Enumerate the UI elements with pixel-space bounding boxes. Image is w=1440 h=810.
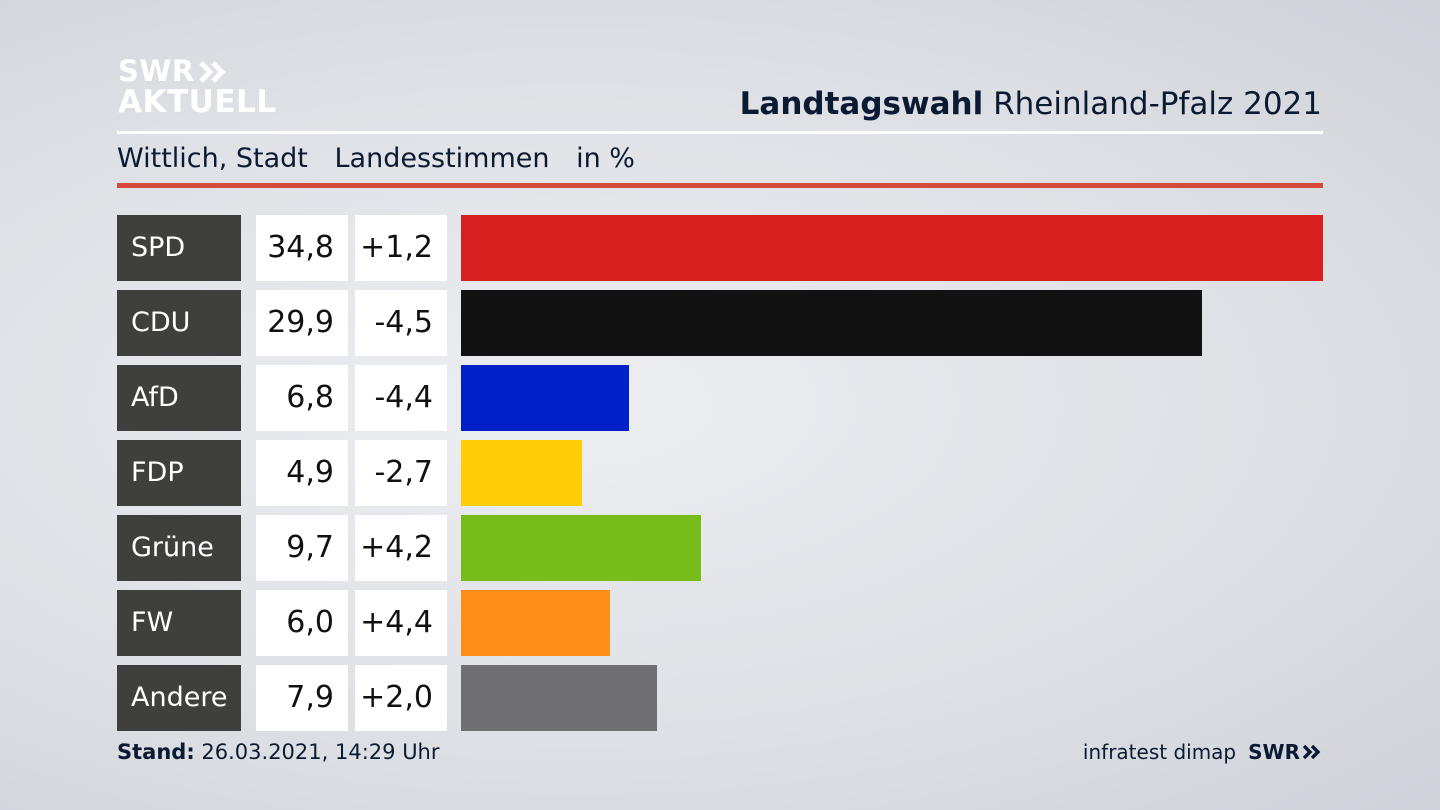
bar-row: FDP 4,9 -2,7 bbox=[117, 440, 1323, 506]
source-credit: infratest dimap SWR bbox=[1083, 740, 1322, 764]
bar-afd bbox=[461, 365, 629, 431]
chart-subtitle: Wittlich, Stadt Landesstimmen in % bbox=[117, 143, 653, 174]
vote-share-value: 6,0 bbox=[256, 590, 348, 656]
swr-brand-text: SWR bbox=[1248, 740, 1300, 764]
title-bold: Landtagswahl bbox=[739, 86, 984, 122]
bar-fw bbox=[461, 590, 610, 656]
vote-change-value: -4,4 bbox=[355, 365, 447, 431]
party-label: FDP bbox=[117, 440, 241, 506]
bar-fdp bbox=[461, 440, 582, 506]
vote-change-value: +4,2 bbox=[355, 515, 447, 581]
source-name: infratest dimap bbox=[1082, 740, 1237, 764]
vote-share-value: 4,9 bbox=[256, 440, 348, 506]
double-chevron-icon bbox=[198, 60, 226, 83]
party-label: Andere bbox=[117, 665, 241, 731]
bar-row: Grüne 9,7 +4,2 bbox=[117, 515, 1323, 581]
party-label: Grüne bbox=[117, 515, 241, 581]
vote-change-value: +1,2 bbox=[355, 215, 447, 281]
stand-label: Stand: bbox=[117, 740, 195, 764]
bar-andere bbox=[461, 665, 657, 731]
bar-row: Andere 7,9 +2,0 bbox=[117, 665, 1323, 731]
vote-share-value: 34,8 bbox=[256, 215, 348, 281]
vote-change-value: -4,5 bbox=[355, 290, 447, 356]
stand-value: 26.03.2021, 14:29 Uhr bbox=[201, 740, 440, 764]
party-label: AfD bbox=[117, 365, 241, 431]
swr-brand: SWR bbox=[1248, 740, 1322, 764]
header-divider bbox=[117, 131, 1323, 134]
bar-row: AfD 6,8 -4,4 bbox=[117, 365, 1323, 431]
vote-share-value: 6,8 bbox=[256, 365, 348, 431]
vote-change-value: +2,0 bbox=[355, 665, 447, 731]
subtitle-divider bbox=[117, 183, 1323, 188]
bar-spd bbox=[461, 215, 1323, 281]
party-label: FW bbox=[117, 590, 241, 656]
subtitle-measure: Landesstimmen bbox=[334, 143, 550, 174]
bar-row: CDU 29,9 -4,5 bbox=[117, 290, 1323, 356]
vote-change-value: -2,7 bbox=[355, 440, 447, 506]
bar-grne bbox=[461, 515, 701, 581]
page-title: Landtagswahl Rheinland-Pfalz 2021 bbox=[740, 86, 1322, 122]
swr-aktuell-logo: SWR AKTUELL bbox=[118, 56, 277, 118]
party-label: CDU bbox=[117, 290, 241, 356]
vote-change-value: +4,4 bbox=[355, 590, 447, 656]
vote-share-value: 9,7 bbox=[256, 515, 348, 581]
double-chevron-icon bbox=[1302, 744, 1321, 760]
subtitle-unit: in % bbox=[576, 143, 635, 174]
subtitle-place: Wittlich, Stadt bbox=[117, 143, 308, 174]
logo-swr-text: SWR bbox=[118, 54, 195, 88]
bar-row: FW 6,0 +4,4 bbox=[117, 590, 1323, 656]
title-rest: Rheinland-Pfalz 2021 bbox=[993, 86, 1322, 122]
party-label: SPD bbox=[117, 215, 241, 281]
timestamp: Stand: 26.03.2021, 14:29 Uhr bbox=[117, 740, 440, 764]
bar-row: SPD 34,8 +1,2 bbox=[117, 215, 1323, 281]
logo-aktuell-text: AKTUELL bbox=[118, 84, 277, 120]
vote-share-value: 7,9 bbox=[256, 665, 348, 731]
bar-cdu bbox=[461, 290, 1202, 356]
vote-share-value: 29,9 bbox=[256, 290, 348, 356]
